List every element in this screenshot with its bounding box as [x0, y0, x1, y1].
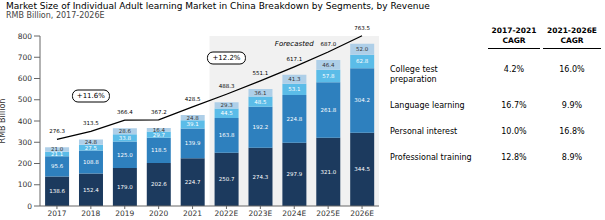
html-text:2021-2026E CAGR: 2021-2026E CAGR — [547, 26, 597, 45]
svg-text:800: 800 — [18, 32, 33, 41]
html-text:2017-2021 CAGR: 2017-2021 CAGR — [491, 26, 537, 45]
svg-text:48.5: 48.5 — [254, 99, 267, 105]
svg-text:250.7: 250.7 — [219, 176, 235, 182]
svg-text:428.5: 428.5 — [185, 96, 201, 102]
svg-text:33.8: 33.8 — [119, 135, 132, 141]
svg-text:274.3: 274.3 — [253, 174, 269, 180]
svg-text:313.5: 313.5 — [83, 120, 99, 126]
svg-text:44.5: 44.5 — [220, 110, 233, 116]
svg-text:152.4: 152.4 — [83, 187, 99, 193]
html-text:16.8%: 16.8% — [559, 127, 585, 136]
svg-text:224.8: 224.8 — [287, 116, 303, 122]
svg-text:118.5: 118.5 — [151, 147, 167, 153]
svg-text:700: 700 — [18, 53, 33, 62]
svg-text:2025E: 2025E — [316, 209, 340, 218]
svg-text:200: 200 — [18, 159, 33, 168]
html-text:10.0%: 10.0% — [501, 127, 527, 136]
svg-text:179.0: 179.0 — [117, 184, 133, 190]
svg-text:39.1: 39.1 — [187, 121, 199, 127]
svg-text:62.8: 62.8 — [356, 58, 369, 64]
svg-text:0: 0 — [27, 202, 32, 211]
svg-text:100: 100 — [18, 180, 33, 189]
svg-text:2017: 2017 — [47, 209, 66, 218]
svg-text:551.1: 551.1 — [253, 70, 269, 76]
svg-text:202.6: 202.6 — [151, 181, 167, 187]
html-text:Personal interest: Personal interest — [390, 127, 458, 136]
svg-text:138.6: 138.6 — [49, 188, 65, 194]
svg-text:2022E: 2022E — [215, 209, 239, 218]
svg-text:261.8: 261.8 — [320, 107, 336, 113]
html-text:Professional training: Professional training — [390, 153, 472, 162]
html-text:College test preparation: College test preparation — [390, 65, 438, 84]
svg-text:500: 500 — [18, 95, 33, 104]
svg-text:29.7: 29.7 — [152, 131, 165, 138]
html-text:4.2%: 4.2% — [503, 65, 525, 74]
svg-text:2018: 2018 — [81, 209, 100, 218]
html-text:+12.2%: +12.2% — [212, 53, 241, 62]
svg-text:16.4: 16.4 — [153, 127, 166, 133]
svg-text:617.1: 617.1 — [287, 56, 303, 62]
html-text:Market Size of Individual Adul: Market Size of Individual Adult learning… — [6, 1, 430, 11]
html-text:12.8%: 12.8% — [501, 153, 527, 162]
svg-text:Forecasted: Forecasted — [275, 40, 314, 48]
svg-text:163.8: 163.8 — [219, 132, 235, 138]
html-text:16.7%: 16.7% — [501, 101, 527, 110]
svg-text:2023E: 2023E — [248, 209, 272, 218]
svg-text:21.0: 21.0 — [51, 146, 64, 152]
svg-text:27.5: 27.5 — [85, 145, 98, 151]
svg-text:24.8: 24.8 — [85, 139, 98, 145]
svg-text:600: 600 — [18, 74, 33, 83]
svg-text:192.2: 192.2 — [253, 124, 269, 130]
svg-text:488.3: 488.3 — [219, 83, 235, 89]
svg-text:367.2: 367.2 — [151, 109, 167, 115]
svg-text:276.3: 276.3 — [49, 128, 65, 134]
svg-text:2024E: 2024E — [282, 209, 306, 218]
svg-text:366.4: 366.4 — [117, 109, 133, 115]
svg-text:28.6: 28.6 — [119, 128, 132, 134]
svg-text:687.0: 687.0 — [320, 41, 336, 47]
svg-text:304.2: 304.2 — [354, 97, 370, 103]
svg-text:2021: 2021 — [183, 209, 202, 218]
svg-text:57.8: 57.8 — [322, 73, 335, 79]
svg-text:224.7: 224.7 — [185, 179, 201, 185]
svg-text:763.5: 763.5 — [354, 25, 370, 31]
svg-text:108.8: 108.8 — [83, 159, 99, 165]
svg-text:24.8: 24.8 — [187, 115, 200, 121]
html-text:+11.6%: +11.6% — [76, 91, 105, 100]
svg-text:36.1: 36.1 — [254, 90, 266, 96]
svg-text:344.5: 344.5 — [354, 166, 370, 172]
svg-text:400: 400 — [18, 117, 33, 126]
html-text:9.9%: 9.9% — [561, 101, 583, 110]
svg-text:95.6: 95.6 — [51, 163, 64, 169]
svg-text:29.3: 29.3 — [220, 102, 233, 108]
svg-text:297.9: 297.9 — [287, 171, 303, 177]
svg-text:46.4: 46.4 — [322, 62, 335, 68]
svg-text:2019: 2019 — [115, 209, 134, 218]
svg-text:2026E: 2026E — [350, 209, 374, 218]
html-text:8.9%: 8.9% — [561, 153, 583, 162]
html-text:RMB Billion, 2017-2026E: RMB Billion, 2017-2026E — [6, 11, 105, 20]
html-text:16.0%: 16.0% — [559, 65, 585, 74]
svg-text:53.1: 53.1 — [288, 86, 300, 92]
svg-text:52.0: 52.0 — [356, 46, 369, 52]
svg-text:21.1: 21.1 — [51, 150, 64, 157]
svg-text:139.9: 139.9 — [185, 140, 201, 146]
svg-text:300: 300 — [18, 138, 33, 147]
html-text:Language learning: Language learning — [390, 101, 465, 110]
svg-text:2020: 2020 — [149, 209, 168, 218]
svg-text:41.3: 41.3 — [288, 76, 301, 82]
svg-text:321.0: 321.0 — [320, 169, 336, 175]
svg-text:125.0: 125.0 — [117, 152, 133, 158]
